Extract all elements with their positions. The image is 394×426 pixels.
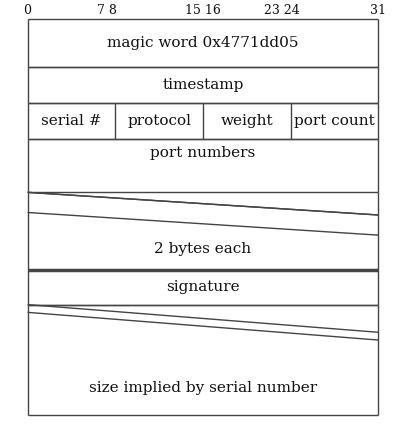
Text: serial #: serial # xyxy=(41,114,102,128)
Text: 31: 31 xyxy=(370,4,386,17)
Text: weight: weight xyxy=(220,114,273,128)
Text: 7 8: 7 8 xyxy=(97,4,116,17)
Text: 23 24: 23 24 xyxy=(264,4,300,17)
Text: port count: port count xyxy=(294,114,375,128)
Text: timestamp: timestamp xyxy=(162,78,243,92)
Text: 15 16: 15 16 xyxy=(185,4,221,17)
Text: signature: signature xyxy=(166,280,240,294)
Text: magic word 0x4771dd05: magic word 0x4771dd05 xyxy=(107,36,299,50)
Text: protocol: protocol xyxy=(127,114,191,128)
Text: port numbers: port numbers xyxy=(150,146,256,160)
Text: 0: 0 xyxy=(24,4,32,17)
Text: 2 bytes each: 2 bytes each xyxy=(154,242,251,256)
Text: size implied by serial number: size implied by serial number xyxy=(89,381,317,394)
